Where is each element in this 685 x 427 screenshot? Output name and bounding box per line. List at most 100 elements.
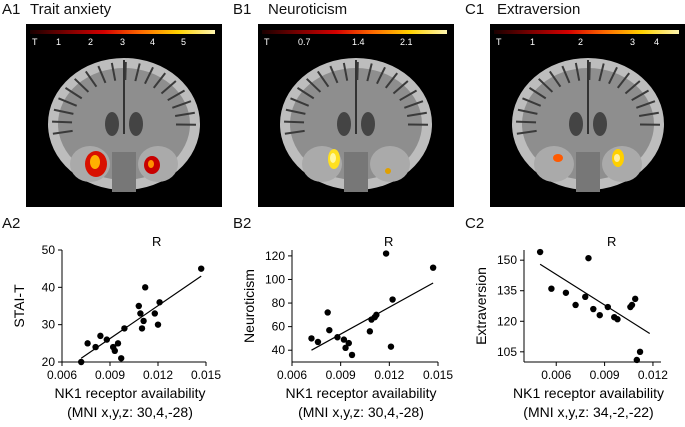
data-point [308, 335, 315, 342]
sulcus [53, 108, 74, 115]
brain-image-neuroticism: T 0.7 1.4 2.1 [258, 24, 454, 207]
r-squared-label: R [152, 234, 161, 249]
colorbar-tick: 2 [578, 37, 584, 47]
sulcus [522, 97, 542, 107]
activation-blob [330, 153, 336, 163]
temporal-lobe-left [534, 146, 574, 182]
x-tick-label: 0.015 [423, 368, 453, 382]
sulcus [517, 108, 538, 115]
brain-image-extraversion: T 1 2 3 4 [490, 24, 685, 207]
sulcus [616, 72, 631, 89]
x-axis-sublabel: (MNI x,y,z: 30,4,-28) [298, 404, 424, 420]
y-axis-label: STAI-T [11, 284, 27, 328]
sulcus [574, 62, 581, 81]
x-axis-label: NK1 receptor availability [513, 385, 664, 401]
sulcus [152, 72, 167, 89]
regression-line [80, 275, 202, 359]
sulcus [134, 63, 141, 82]
colorbar-tick: 4 [654, 37, 660, 47]
sulcus [58, 97, 78, 107]
y-tick-label: 120 [497, 314, 517, 328]
data-point [596, 311, 603, 319]
y-tick-label: 135 [497, 284, 517, 298]
sulcus [284, 120, 305, 124]
sulcus [64, 87, 83, 100]
data-point [536, 248, 544, 256]
y-tick-label: 20 [42, 355, 56, 369]
y-tick-label: 40 [42, 280, 56, 294]
sulcus [290, 97, 310, 107]
sulcus [285, 108, 306, 115]
panel-label-c2: C2 [465, 215, 485, 232]
ventricle-left [569, 112, 583, 136]
data-point [84, 340, 91, 347]
data-point [366, 328, 374, 335]
sulcus [376, 66, 386, 85]
sulcus [548, 70, 562, 88]
data-point [78, 358, 85, 366]
regression-line [539, 263, 651, 334]
x-tick-label: 0.012 [374, 368, 404, 382]
sulcus [404, 100, 424, 109]
panel-title-trait-anxiety: Trait anxiety [30, 1, 112, 18]
colorbar-tick: 5 [181, 37, 187, 47]
x-tick-label: 0.009 [95, 368, 125, 382]
sulcus [174, 111, 195, 118]
activation-blob [614, 154, 620, 162]
colorbar-tick: 1.4 [352, 37, 365, 47]
panel-title-neuroticism: Neuroticism [268, 1, 348, 18]
sulcus [356, 61, 359, 81]
y-tick-label: 30 [42, 318, 56, 332]
sulcus [561, 65, 571, 84]
colorbar [494, 30, 679, 34]
y-tick-label: 60 [272, 320, 286, 334]
y-tick-label: 105 [497, 345, 517, 359]
ventricle-left [105, 112, 119, 136]
x-tick-label: 0.015 [191, 368, 221, 382]
activation-blob [385, 168, 391, 174]
sulcus [144, 66, 154, 85]
activation-blob [553, 154, 563, 162]
colorbar-tick: 3 [120, 37, 126, 47]
brain-slice [512, 58, 664, 192]
brain-slice [280, 58, 432, 192]
sulcus [167, 89, 186, 102]
sulcus [516, 120, 537, 124]
scatter-stai-t: 0.0060.0090.0120.01520304050R2=.72STAI-T… [11, 234, 221, 420]
panel-label-a1: A1 [2, 1, 21, 18]
data-point [562, 289, 570, 296]
data-point [636, 348, 644, 356]
y-tick-label: 80 [272, 296, 286, 310]
data-point [614, 316, 621, 323]
data-point [138, 325, 146, 332]
brainstem [344, 152, 368, 192]
r-squared-label: R [384, 234, 393, 249]
sulcus [528, 87, 547, 100]
data-point [151, 310, 158, 317]
data-point [628, 301, 636, 309]
sulcus [608, 66, 618, 85]
colorbar-tick: 0.7 [298, 37, 311, 47]
sulcus [74, 78, 90, 93]
data-point [590, 305, 597, 313]
colorbar-tick: 2.1 [400, 37, 413, 47]
sulcus [538, 78, 554, 93]
ventricle-right [129, 112, 143, 136]
scatter-extraversion: 0.0060.0090.012105120135150R2=.54Extrave… [473, 234, 668, 420]
sulcus [316, 70, 330, 88]
sulcus [392, 80, 409, 95]
data-point [382, 250, 390, 257]
sulcus [52, 120, 73, 124]
sulcus [588, 61, 591, 81]
x-tick-label: 0.009 [326, 368, 356, 382]
y-tick-label: 40 [272, 343, 286, 357]
panel-label-b1: B1 [233, 1, 252, 18]
x-axis-label: NK1 receptor availability [55, 385, 206, 401]
colorbar-prefix: T [264, 37, 270, 47]
x-axis-sublabel: (MNI x,y,z: 30,4,-28) [67, 404, 193, 420]
regression-line [311, 282, 434, 351]
brainstem [112, 152, 136, 192]
sulcus [624, 80, 641, 95]
data-point [324, 309, 331, 316]
sulcus [284, 129, 305, 135]
